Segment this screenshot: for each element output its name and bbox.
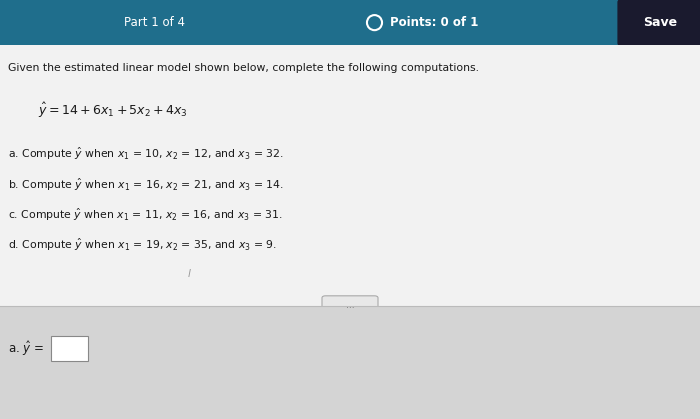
Text: Save: Save <box>643 16 677 29</box>
Text: Points: 0 of 1: Points: 0 of 1 <box>390 16 478 29</box>
FancyBboxPatch shape <box>51 336 88 361</box>
FancyBboxPatch shape <box>0 306 700 419</box>
Text: d. Compute $\hat{y}$ when $x_1$ = 19, $x_2$ = 35, and $x_3$ = 9.: d. Compute $\hat{y}$ when $x_1$ = 19, $x… <box>8 236 277 253</box>
FancyBboxPatch shape <box>0 0 700 45</box>
FancyBboxPatch shape <box>617 0 700 47</box>
FancyBboxPatch shape <box>322 296 378 316</box>
Text: $\hat{y}= 14 + 6x_1 + 5x_2 + 4x_3$: $\hat{y}= 14 + 6x_1 + 5x_2 + 4x_3$ <box>38 101 188 120</box>
Text: Part 1 of 4: Part 1 of 4 <box>123 16 185 29</box>
FancyBboxPatch shape <box>0 45 700 306</box>
Text: $\mathit{l}$: $\mathit{l}$ <box>187 267 191 279</box>
Text: c. Compute $\hat{y}$ when $x_1$ = 11, $x_2$ = 16, and $x_3$ = 31.: c. Compute $\hat{y}$ when $x_1$ = 11, $x… <box>8 206 284 223</box>
Text: b. Compute $\hat{y}$ when $x_1$ = 16, $x_2$ = 21, and $x_3$ = 14.: b. Compute $\hat{y}$ when $x_1$ = 16, $x… <box>8 176 284 193</box>
Text: Given the estimated linear model shown below, complete the following computation: Given the estimated linear model shown b… <box>8 63 480 73</box>
Text: ...: ... <box>346 301 354 310</box>
Text: a. Compute $\hat{y}$ when $x_1$ = 10, $x_2$ = 12, and $x_3$ = 32.: a. Compute $\hat{y}$ when $x_1$ = 10, $x… <box>8 146 284 163</box>
Text: a. $\hat{y}$ =: a. $\hat{y}$ = <box>8 339 44 358</box>
